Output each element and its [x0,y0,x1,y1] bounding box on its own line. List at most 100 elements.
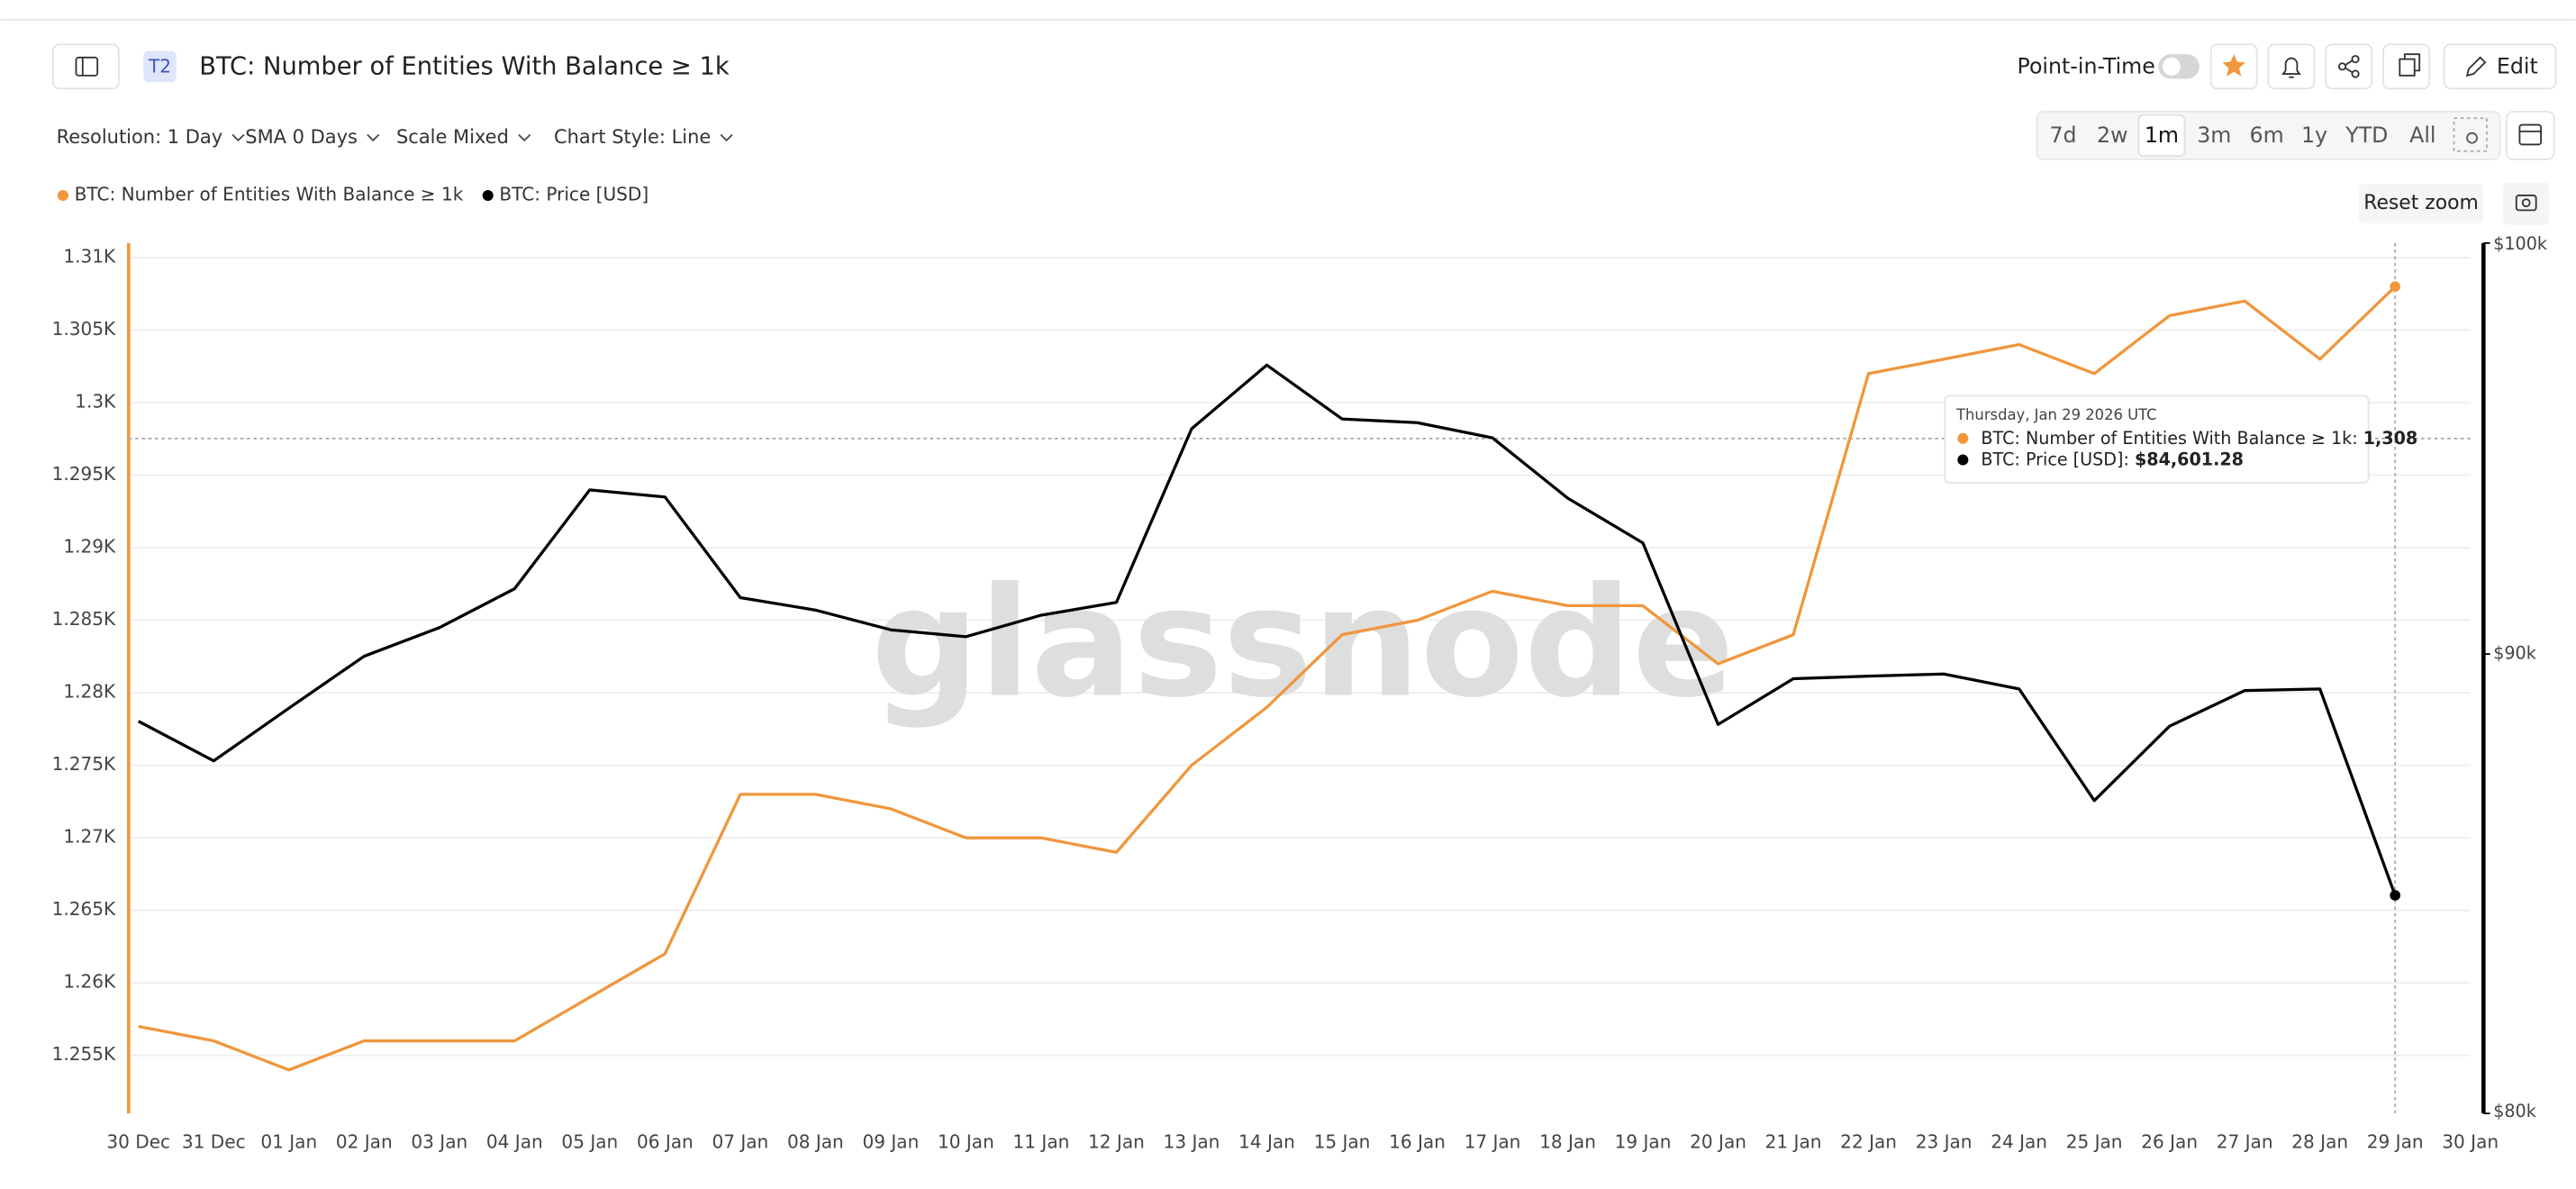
x-tick-label: 19 Jan [1615,1130,1672,1152]
edit-label: Edit [2497,53,2538,78]
dropdown-chevron [720,133,733,142]
dropdown[interactable]: SMA 0 Days [245,126,380,148]
share-button[interactable] [2325,43,2373,90]
badge: T2 [148,55,171,77]
x-tick-label: 01 Jan [260,1130,317,1152]
y-tick-label: 1.27K [63,826,116,848]
range-button[interactable]: YTD [2345,123,2388,148]
y-tick-label: 1.26K [63,971,116,993]
range-button[interactable]: 3m [2197,123,2231,148]
x-tick-label: 04 Jan [486,1130,543,1152]
hover-point [2390,281,2401,292]
x-tick-label: 13 Jan [1164,1130,1220,1152]
x-tick-label: 02 Jan [336,1130,393,1152]
tooltip: Thursday, Jan 29 2026 UTC BTC: Number of… [1944,395,2417,484]
dropdown[interactable]: Chart Style: Line [554,126,733,148]
x-tick-label: 07 Jan [712,1130,768,1152]
x-tick-label: 22 Jan [1840,1130,1897,1152]
y-tick-label: 1.28K [63,681,116,703]
tooltip-label: BTC: Number of Entities With Balance ≥ 1… [1981,427,2363,448]
sidebar-toggle[interactable] [52,43,120,90]
legend-dot [482,189,494,201]
x-tick-label: 27 Jan [2217,1130,2273,1152]
y-tick-label: 1.265K [52,898,116,920]
range-button[interactable]: 6m [2250,123,2284,148]
x-tick-label: 20 Jan [1690,1130,1746,1152]
legend-label[interactable]: BTC: Number of Entities With Balance ≥ 1… [75,183,464,204]
point-in-time-label: Point-in-Time [2018,53,2155,78]
range-button[interactable]: 2w [2097,123,2127,148]
range-button[interactable]: 1y [2301,123,2327,148]
series-line [137,363,2397,896]
x-tick-label: 23 Jan [1916,1130,1973,1152]
screenshot-button[interactable] [2503,182,2550,225]
selected-range-bg [2137,113,2186,158]
copy-button[interactable] [2382,43,2431,90]
tooltip-row: BTC: Number of Entities With Balance ≥ 1… [1981,427,2417,448]
x-tick-label: 15 Jan [1314,1130,1371,1152]
x-tick-label: 05 Jan [561,1130,618,1152]
x-tick-label: 25 Jan [2066,1130,2123,1152]
y-tick-label: 1.29K [63,536,116,558]
y2-tick-label: $100k [2493,233,2548,254]
hover-point [2390,890,2401,901]
badge-bg [143,50,177,83]
calendar-button[interactable] [2505,111,2555,160]
y2-tick-label: $90k [2493,643,2537,664]
y-tick-label: 1.3K [75,390,116,412]
x-tick-label: 16 Jan [1389,1130,1446,1152]
dropdown[interactable]: Scale Mixed [396,126,531,148]
x-tick-label: 24 Jan [1991,1130,2047,1152]
tooltip-dot [1957,454,1969,466]
dropdown-label: SMA 0 Days [245,126,358,148]
alert-button[interactable] [2267,43,2316,90]
tooltip-value: 1,308 [2363,427,2418,448]
x-tick-label: 29 Jan [2367,1130,2424,1152]
dropdown[interactable]: Resolution: 1 Day [57,126,245,148]
dropdown-label: Scale Mixed [396,126,509,148]
range-button[interactable]: 1m [2145,123,2179,148]
tooltip-date: Thursday, Jan 29 2026 UTC [1955,406,2157,423]
zoom-select-button[interactable] [2453,117,2488,152]
x-tick-label: 26 Jan [2141,1130,2198,1152]
y-tick-label: 1.255K [52,1043,116,1065]
x-tick-label: 11 Jan [1013,1130,1070,1152]
dropdown-label: Chart Style: Line [554,126,711,148]
page-title: BTC: Number of Entities With Balance ≥ 1… [199,52,730,80]
reset-zoom-label: Reset zoom [2363,192,2479,214]
range-button[interactable]: 7d [2049,123,2076,148]
x-tick-label: 30 Dec [106,1130,170,1152]
watermark: glassnode [871,555,1735,731]
range-button[interactable]: All [2409,123,2435,148]
x-tick-label: 28 Jan [2291,1130,2348,1152]
series-line [138,285,2397,1072]
x-tick-label: 08 Jan [787,1130,844,1152]
x-tick-label: 30 Jan [2442,1130,2499,1152]
x-tick-label: 06 Jan [637,1130,694,1152]
dropdown-label: Resolution: 1 Day [57,126,223,148]
x-tick-label: 18 Jan [1539,1130,1596,1152]
legend-label[interactable]: BTC: Price [USD] [499,183,649,204]
y2-tick-label: $80k [2493,1101,2537,1121]
x-tick-label: 17 Jan [1465,1130,1521,1152]
y-tick-label: 1.305K [52,318,116,340]
y-tick-label: 1.31K [63,245,116,267]
y-tick-label: 1.285K [52,608,116,630]
x-tick-label: 12 Jan [1088,1130,1145,1152]
x-tick-label: 14 Jan [1238,1130,1295,1152]
x-tick-label: 10 Jan [938,1130,994,1152]
favorite-button[interactable] [2209,43,2258,90]
x-tick-label: 21 Jan [1765,1130,1822,1152]
reset-zoom-button[interactable]: Reset zoom [2358,184,2484,223]
edit-button[interactable]: Edit [2443,43,2557,90]
dropdown-chevron [518,133,531,142]
x-tick-label: 03 Jan [411,1130,467,1152]
legend-dot [57,189,68,201]
tooltip-value: $84,601.28 [2135,449,2244,469]
tooltip-dot [1957,432,1969,444]
dropdown-chevron [367,133,380,142]
point-in-time-toggle[interactable] [2158,54,2200,79]
x-tick-label: 09 Jan [863,1130,920,1152]
